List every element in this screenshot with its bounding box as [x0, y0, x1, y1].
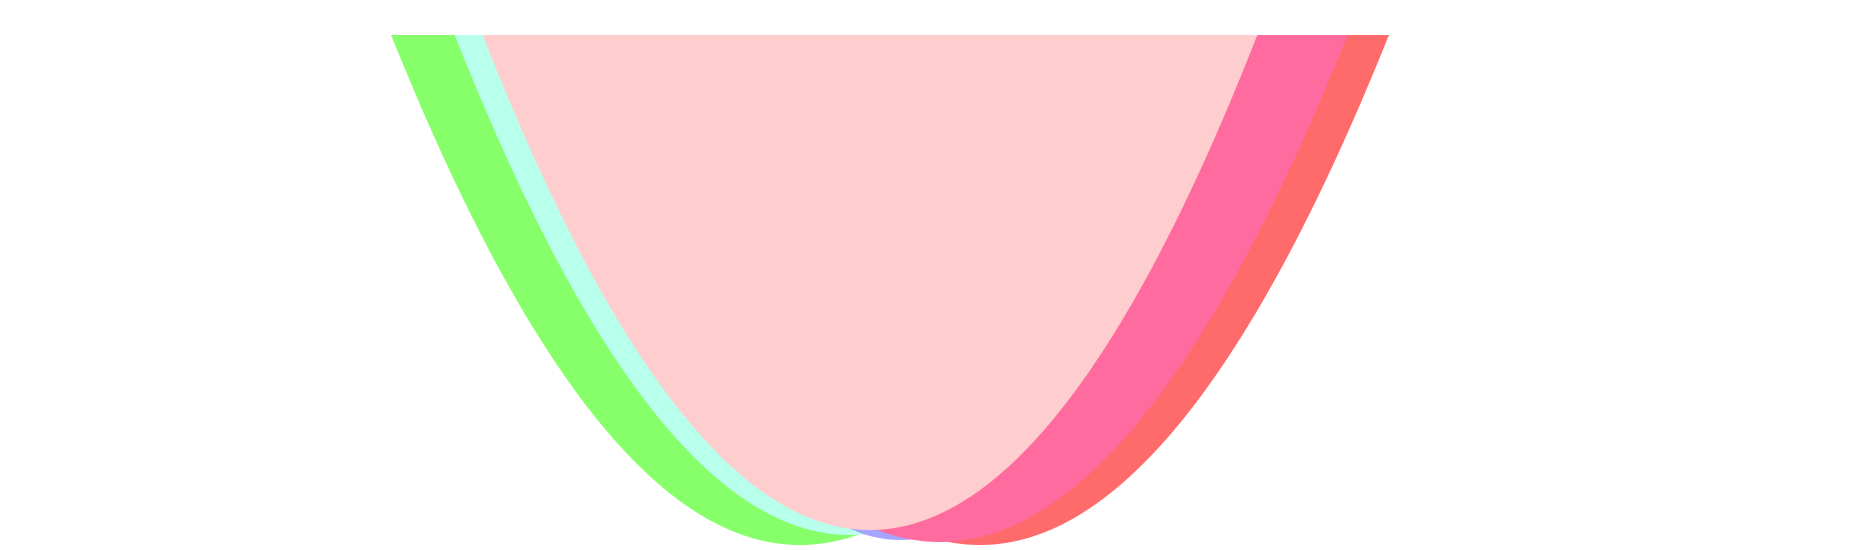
chart-series-group	[0, 35, 1859, 545]
area-series-6	[0, 35, 1859, 530]
